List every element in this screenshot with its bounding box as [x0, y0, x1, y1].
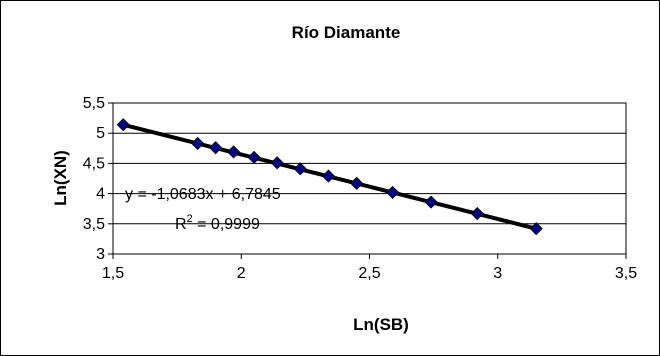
data-point-marker: [191, 136, 205, 151]
data-point-marker: [529, 222, 543, 236]
data-point-marker: [270, 156, 284, 170]
x-axis-ticks: 1,5 2 2,5 3 3,5: [102, 254, 637, 282]
y-tick-label: 3: [96, 246, 105, 263]
data-point-marker: [116, 118, 130, 132]
y-tick-label: 4,5: [83, 155, 105, 172]
data-points: [116, 118, 543, 236]
data-point-marker: [470, 206, 484, 221]
x-tick-label: 2,5: [358, 265, 380, 282]
data-point-marker: [247, 150, 261, 164]
data-point-marker: [350, 176, 364, 190]
plot-area: [112, 102, 627, 255]
x-tick-label: 3,5: [615, 265, 637, 282]
y-tick-label: 3,5: [83, 216, 105, 233]
r-squared-value: = 0,9999: [193, 216, 260, 233]
grid-lines: [113, 132, 626, 225]
data-point-marker: [226, 145, 241, 159]
x-axis-title: Ln(SB): [353, 315, 409, 334]
data-point-marker: [386, 185, 400, 199]
chart-title: Río Diamante: [292, 23, 401, 42]
r-squared-r: R: [175, 216, 187, 233]
y-tick-label: 5,5: [83, 95, 105, 112]
trendline-equation: y = -1,0683x + 6,7845: [125, 186, 281, 203]
y-tick-label: 4: [96, 186, 105, 203]
x-tick-label: 1,5: [102, 265, 124, 282]
data-point-marker: [293, 162, 307, 176]
r-squared-exponent: 2: [187, 213, 193, 225]
x-tick-label: 3: [493, 265, 502, 282]
y-tick-label: 5: [96, 125, 105, 142]
r-squared-label: R2 = 0,9999: [175, 213, 260, 233]
data-point-marker: [209, 141, 223, 155]
y-axis-title: Ln(XN): [51, 150, 70, 206]
data-point-marker: [424, 195, 438, 209]
y-axis-ticks: 3 3,5 4 4,5 5 5,5: [83, 95, 113, 263]
data-point-marker: [321, 169, 336, 183]
x-tick-label: 2: [237, 265, 246, 282]
